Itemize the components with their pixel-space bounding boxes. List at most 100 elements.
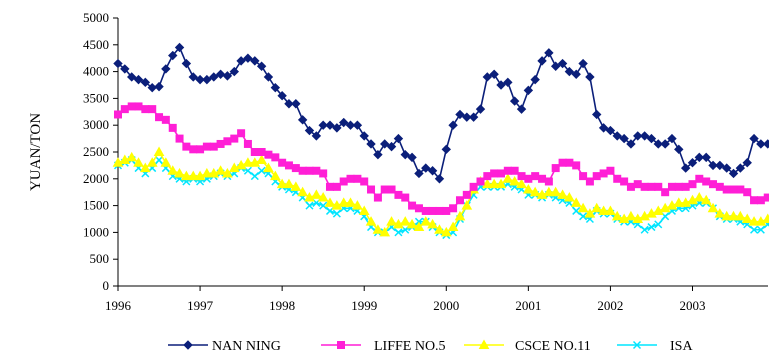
data-point-csce-no-11 (543, 186, 555, 197)
data-point-csce-no-11 (536, 189, 548, 199)
data-point-csce-no-11 (133, 157, 144, 167)
x-axis: 1996 1997 1998 1999 2000 2001 2002 2003 (105, 285, 768, 313)
data-point-csce-no-11 (249, 157, 261, 167)
data-point-csce-no-11 (406, 218, 418, 229)
data-point-liffe-no-5 (763, 193, 769, 202)
data-point-csce-no-11 (222, 167, 233, 178)
data-point-csce-no-11 (379, 226, 391, 237)
data-point-csce-no-11 (276, 178, 288, 189)
data-point-csce-no-11 (160, 157, 172, 167)
data-point-nan-ning (263, 72, 274, 82)
data-point-liffe-no-5 (216, 139, 225, 148)
data-point-nan-ning (427, 166, 438, 176)
data-point-csce-no-11 (611, 210, 623, 221)
data-point-nan-ning (297, 115, 308, 125)
data-point-isa (572, 206, 581, 215)
data-point-csce-no-11 (728, 210, 739, 221)
data-point-liffe-no-5 (565, 158, 574, 167)
data-point-csce-no-11 (311, 189, 322, 199)
data-point-nan-ning (592, 109, 602, 120)
data-point-liffe-no-5 (243, 139, 252, 148)
data-point-liffe-no-5 (421, 206, 430, 215)
data-point-liffe-no-5 (756, 196, 765, 205)
data-point-nan-ning (619, 133, 629, 144)
data-point-liffe-no-5 (264, 150, 273, 159)
data-point-nan-ning (359, 131, 369, 141)
data-point-liffe-no-5 (647, 182, 656, 191)
x-marker-stroke (155, 156, 164, 165)
data-point-csce-no-11 (748, 216, 760, 226)
data-point-liffe-no-5 (620, 177, 629, 186)
data-point-csce-no-11 (235, 159, 247, 170)
data-point-nan-ning (229, 66, 240, 77)
data-point-liffe-no-5 (278, 158, 287, 167)
data-point-isa (155, 156, 164, 165)
data-point-csce-no-11 (454, 210, 466, 221)
data-point-liffe-no-5 (490, 169, 499, 178)
data-point-csce-no-11 (386, 216, 397, 226)
data-point-isa (647, 223, 656, 232)
x-marker-stroke (579, 212, 588, 221)
data-point-csce-no-11 (700, 194, 712, 205)
data-point-csce-no-11 (297, 186, 309, 197)
data-point-liffe-no-5 (141, 105, 150, 114)
data-point-csce-no-11 (208, 167, 220, 178)
legend-label: LIFFE NO.5 (374, 339, 446, 354)
data-point-liffe-no-5 (284, 161, 293, 170)
data-point-nan-ning (441, 144, 451, 155)
data-point-isa (756, 225, 765, 234)
data-point-liffe-no-5 (305, 166, 314, 175)
series-liffe-no-5 (114, 102, 769, 215)
data-point-liffe-no-5 (661, 188, 670, 197)
data-point-csce-no-11 (741, 213, 753, 223)
series-csce-no-11 (112, 146, 769, 237)
data-point-nan-ning (728, 168, 739, 179)
data-point-isa (332, 209, 341, 218)
data-point-nan-ning (284, 99, 294, 109)
data-point-csce-no-11 (139, 162, 151, 173)
data-point-csce-no-11 (461, 200, 473, 210)
data-point-csce-no-11 (399, 216, 411, 226)
data-point-csce-no-11 (481, 178, 493, 189)
legend-item-csce-no-11: CSCE NO.11 (464, 339, 591, 354)
data-point-isa (257, 166, 266, 175)
data-point-liffe-no-5 (161, 115, 170, 124)
data-point-liffe-no-5 (182, 142, 191, 151)
data-point-nan-ning (407, 152, 417, 163)
data-point-liffe-no-5 (469, 182, 478, 191)
data-point-csce-no-11 (659, 202, 671, 213)
data-point-nan-ning (113, 58, 123, 69)
data-point-csce-no-11 (557, 189, 568, 199)
data-point-nan-ning (455, 109, 465, 120)
data-point-nan-ning (701, 152, 711, 163)
data-point-csce-no-11 (146, 157, 158, 167)
data-point-nan-ning (626, 139, 636, 149)
data-point-csce-no-11 (522, 184, 534, 194)
data-point-liffe-no-5 (503, 166, 512, 175)
data-point-nan-ning (564, 66, 575, 77)
data-point-csce-no-11 (413, 221, 425, 232)
data-point-csce-no-11 (495, 178, 507, 189)
data-point-csce-no-11 (509, 175, 521, 186)
data-point-csce-no-11 (605, 205, 616, 215)
data-point-liffe-no-5 (449, 204, 458, 213)
data-point-liffe-no-5 (155, 113, 164, 122)
data-point-csce-no-11 (440, 226, 452, 237)
data-point-nan-ning (202, 74, 212, 85)
data-point-csce-no-11 (338, 197, 350, 207)
data-point-nan-ning (338, 117, 349, 128)
data-point-nan-ning (325, 120, 335, 130)
data-point-nan-ning (557, 58, 568, 69)
data-point-nan-ning (414, 168, 424, 179)
data-point-csce-no-11 (283, 178, 295, 189)
data-point-liffe-no-5 (606, 166, 615, 175)
data-point-nan-ning (270, 82, 281, 93)
legend-label: CSCE NO.11 (515, 339, 591, 354)
data-point-csce-no-11 (304, 192, 315, 202)
data-point-isa (305, 201, 314, 210)
data-point-liffe-no-5 (223, 137, 232, 146)
legend-item-isa: ISA (617, 339, 693, 354)
data-point-nan-ning (660, 139, 670, 149)
data-point-nan-ning (291, 99, 301, 109)
data-point-liffe-no-5 (196, 145, 205, 154)
